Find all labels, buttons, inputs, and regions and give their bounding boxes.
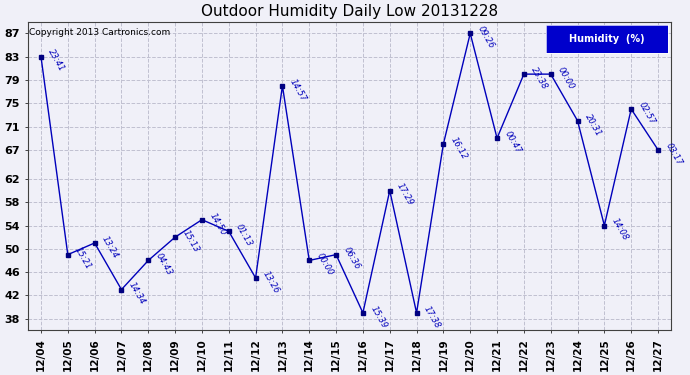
Text: 04:43: 04:43 [154,252,174,278]
Title: Outdoor Humidity Daily Low 20131228: Outdoor Humidity Daily Low 20131228 [201,4,498,19]
Text: 09:26: 09:26 [476,25,495,50]
Text: 03:17: 03:17 [664,141,684,167]
Text: 15:21: 15:21 [73,246,93,272]
Text: 17:38: 17:38 [422,304,442,330]
Text: 16:12: 16:12 [449,135,469,161]
Text: 20:31: 20:31 [583,112,603,138]
Text: Copyright 2013 Cartronics.com: Copyright 2013 Cartronics.com [29,28,170,37]
Text: 17:29: 17:29 [395,182,415,207]
Text: 15:13: 15:13 [181,228,201,254]
Text: 14:34: 14:34 [127,281,147,306]
Text: 00:00: 00:00 [315,252,335,278]
Text: 14:08: 14:08 [610,217,630,243]
Text: 13:26: 13:26 [261,269,281,295]
Text: 01:13: 01:13 [235,223,255,248]
Text: 14:57: 14:57 [288,77,308,103]
Text: 23:41: 23:41 [46,48,66,74]
Text: 13:24: 13:24 [100,234,120,260]
Text: 02:57: 02:57 [637,100,657,126]
Text: 00:00: 00:00 [556,66,576,91]
Text: 06:36: 06:36 [342,246,362,272]
Text: 15:39: 15:39 [368,304,388,330]
Text: 00:47: 00:47 [502,129,522,155]
Text: 23:38: 23:38 [529,66,549,91]
Text: 14:50: 14:50 [208,211,228,237]
